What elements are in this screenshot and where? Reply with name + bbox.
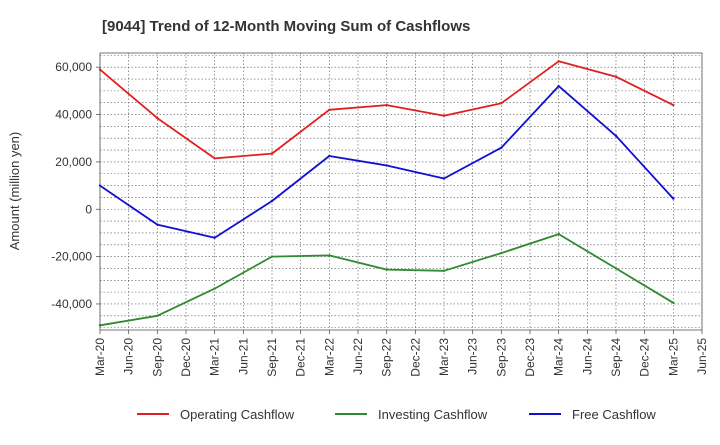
data-point-operating-cashflow	[156, 116, 159, 120]
x-tick-label: Dec-21	[294, 338, 308, 377]
y-tick-label: 60,000	[55, 60, 92, 74]
data-point-free-cashflow	[156, 223, 159, 226]
data-point-operating-cashflow	[270, 152, 274, 155]
legend-label-investing-cashflow: Investing Cashflow	[378, 407, 488, 422]
x-tick-label: Jun-21	[236, 338, 250, 375]
x-tick-label: Dec-23	[523, 338, 537, 377]
data-point-investing-cashflow	[442, 269, 446, 273]
data-point-operating-cashflow	[557, 60, 560, 63]
y-tick-label: 0	[85, 202, 92, 216]
y-tick-label: 40,000	[55, 108, 92, 122]
series-lines	[98, 60, 675, 327]
x-tick-label: Sep-20	[150, 338, 164, 377]
x-tick-label: Jun-22	[351, 338, 365, 375]
x-tick-label: Mar-22	[322, 338, 336, 376]
plot-frame	[99, 52, 703, 331]
y-axis-label: Amount (million yen)	[7, 132, 22, 251]
data-point-operating-cashflow	[500, 101, 503, 105]
data-point-free-cashflow	[500, 146, 503, 149]
x-tick-label: Sep-23	[494, 338, 508, 377]
data-point-operating-cashflow	[614, 75, 618, 78]
y-tick-label: 20,000	[55, 155, 92, 169]
data-point-free-cashflow	[557, 84, 560, 88]
data-point-free-cashflow	[614, 134, 618, 138]
legend: Operating Cashflow Investing Cashflow Free…	[137, 407, 656, 422]
data-point-investing-cashflow	[156, 314, 159, 317]
data-point-investing-cashflow	[270, 255, 274, 258]
data-point-free-cashflow	[213, 236, 216, 239]
data-point-operating-cashflow	[672, 103, 675, 107]
data-point-free-cashflow	[328, 154, 331, 158]
x-tick-label: Mar-25	[666, 338, 680, 376]
x-tick-label: Dec-24	[638, 338, 652, 377]
data-point-operating-cashflow	[213, 157, 216, 160]
data-point-free-cashflow	[442, 177, 446, 180]
x-tick-label: Jun-23	[466, 338, 480, 375]
data-point-investing-cashflow	[672, 301, 675, 304]
data-point-investing-cashflow	[500, 251, 503, 255]
data-point-investing-cashflow	[328, 254, 331, 257]
x-tick-label: Jun-20	[122, 338, 136, 375]
x-tick-label: Mar-24	[552, 338, 566, 376]
data-point-investing-cashflow	[614, 267, 618, 270]
data-point-free-cashflow	[385, 164, 388, 167]
data-point-operating-cashflow	[328, 108, 331, 112]
data-point-investing-cashflow	[213, 287, 216, 290]
series-line-investing-cashflow	[99, 233, 674, 327]
data-point-investing-cashflow	[385, 268, 388, 271]
data-point-investing-cashflow	[557, 232, 560, 236]
data-point-free-cashflow	[270, 199, 274, 203]
x-tick-label: Mar-21	[208, 338, 222, 376]
legend-label-free-cashflow: Free Cashflow	[572, 407, 656, 422]
x-axis-ticks: Mar-20 Jun-20 Sep-20 Dec-20 Mar-21 Jun-21 Sep-…	[93, 330, 709, 377]
y-axis-ticks: 60,000 40,000 20,000 0 -20,000 -40,000	[51, 60, 100, 311]
x-tick-label: Sep-24	[609, 338, 623, 377]
x-tick-label: Sep-22	[380, 338, 394, 377]
x-tick-label: Sep-21	[265, 338, 279, 377]
data-point-operating-cashflow	[442, 114, 446, 117]
data-point-operating-cashflow	[385, 103, 388, 107]
legend-label-operating-cashflow: Operating Cashflow	[180, 407, 295, 422]
data-point-free-cashflow	[672, 197, 675, 200]
chart-title: [9044] Trend of 12-Month Moving Sum of C…	[102, 18, 470, 35]
y-tick-label: -20,000	[51, 250, 92, 264]
x-tick-label: Jun-25	[695, 338, 709, 375]
grid-lines	[99, 53, 703, 330]
x-tick-label: Dec-22	[408, 338, 422, 377]
x-tick-label: Mar-20	[93, 338, 107, 376]
x-tick-label: Jun-24	[580, 338, 594, 375]
y-tick-label: -40,000	[51, 297, 92, 311]
x-tick-label: Mar-23	[437, 338, 451, 376]
x-tick-label: Dec-20	[179, 338, 193, 377]
